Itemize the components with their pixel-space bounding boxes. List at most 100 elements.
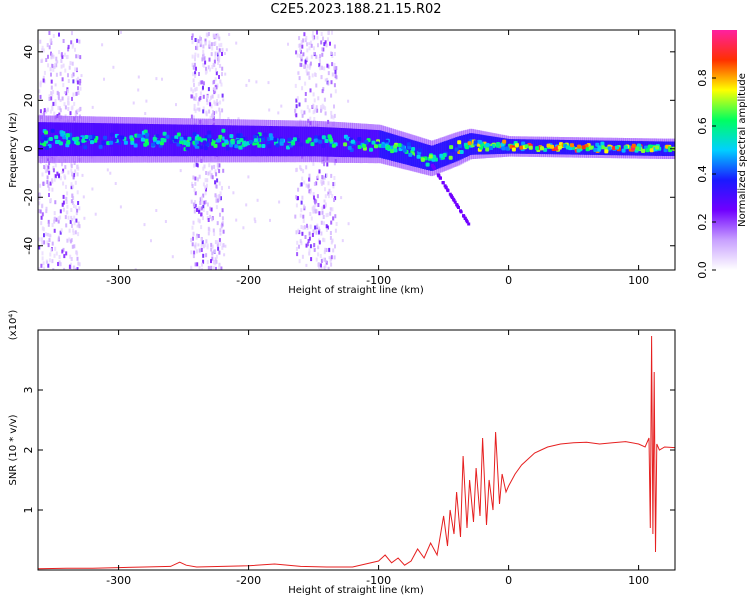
spectrogram-speckle [73,204,75,208]
spectrogram-speckle [150,239,152,243]
spectrogram-speckle [41,48,44,53]
spectrogram-speckle [333,52,336,56]
spectrogram-band [461,135,465,159]
spectrogram-speckle [323,175,326,180]
spectrogram-speckle [215,259,218,264]
spectrogram-speckle [195,249,198,254]
spectrogram-speckle [216,178,219,183]
spectrogram-marks [38,30,675,270]
snr-x-tick-label: -300 [106,574,131,587]
spectrogram-speckle [58,260,61,265]
spectrogram-speckle [330,114,333,119]
spectrogram-blob [60,132,65,137]
spectrogram-speckle [214,87,217,92]
spectrogram-speckle [80,74,83,78]
spectrogram-band [422,143,426,169]
spectrogram-speckle [194,109,197,114]
spectrogram-speckle [215,85,218,90]
spectrogram-blob [557,145,562,150]
spectrogram-speckle [327,194,330,199]
spectrogram-speckle [329,207,332,211]
spectrogram-blob [321,144,326,148]
spectrogram-branch-point [465,220,469,224]
spectrogram-speckle [144,112,147,115]
spectrogram-speckle [218,265,221,270]
spectrogram-speckle [216,240,219,245]
spectrogram-speckle [326,212,329,217]
spectrogram-speckle [300,57,303,62]
spectrogram-blob [213,136,218,141]
spectrogram-speckle [311,34,314,39]
spectrogram-speckle [212,265,215,270]
spectrogram-speckle [72,175,75,180]
spectrogram-blob [91,134,96,139]
spectrogram-band [299,126,303,157]
spectrogram-speckle [39,183,42,188]
spectrogram-y-ticks: -40 -20 0 20 40 [22,45,675,255]
spectrogram-speckle [218,169,221,174]
spectrogram-speckle [210,95,212,100]
spectrogram-speckle [325,259,327,263]
spectrogram-blob [408,152,413,157]
spectrogram-speckle [315,83,318,88]
spectrogram-speckle [209,206,211,211]
spectrogram-band [108,123,112,157]
spectrogram-speckle [199,43,202,48]
spectrogram-band [283,126,287,157]
spectrogram-speckle [193,55,196,60]
spectrogram-speckle [62,207,65,212]
spectrogram-speckle [193,103,196,108]
spectrogram-speckle [51,241,54,246]
spectrogram-speckle [299,165,301,170]
spectrogram-blob [112,138,117,142]
spectrogram-speckle [205,171,208,175]
spectrogram-speckle [308,177,311,182]
spectrogram-speckle [309,61,312,66]
spectrogram-blob [174,135,179,140]
spectrogram-speckle [91,105,94,109]
spectrogram-speckle [313,98,316,103]
spectrogram-speckle [65,251,68,256]
spectrogram-speckle [68,65,71,70]
spectrogram-speckle [56,60,59,64]
spectrogram-speckle [41,113,44,116]
spectrogram-speckle [53,211,56,216]
spectrogram-speckle [193,188,196,192]
spectrogram-speckle [211,65,214,69]
spectrogram-speckle [64,215,67,220]
spectrogram-speckle [59,209,62,214]
spectrogram-speckle [222,98,225,102]
spectrogram-band [176,124,180,157]
spectrogram-blob [397,143,402,148]
spectrogram-speckle [215,266,217,270]
spectrogram-speckle [46,180,49,185]
spectrogram-speckle [208,99,211,104]
spectrogram-blob [44,130,48,135]
spectrogram-speckle [210,242,213,247]
spectrogram-speckle [235,41,238,45]
spectrogram-speckle [304,98,307,103]
spectrogram-blob [524,144,529,149]
spectrogram-speckle [298,76,301,81]
spectrogram-speckle [72,196,75,201]
spectrogram-blob [535,146,540,151]
spectrogram-speckle [202,253,205,258]
spectrogram-speckle [204,185,207,190]
spectrogram-speckle [48,187,51,192]
spectrogram-speckle [304,81,307,86]
spectrogram-speckle [330,220,333,225]
spectrogram-speckle [53,216,56,221]
colorbar-ticks: 0.0 0.2 0.4 0.6 0.8 [696,69,716,279]
spectrogram-band [346,128,350,158]
spectrogram-blob [143,129,148,134]
spectrogram-speckle [45,58,48,62]
spectrogram-speckle [314,208,317,213]
spectrogram-speckle [324,194,327,199]
spectrogram-speckle [214,169,217,174]
spectrogram-speckle [218,197,221,202]
spectrogram-blob [139,134,144,139]
spectrogram-speckle [59,98,62,102]
spectrogram-speckle [143,223,146,227]
spectrogram-speckle [75,78,78,83]
